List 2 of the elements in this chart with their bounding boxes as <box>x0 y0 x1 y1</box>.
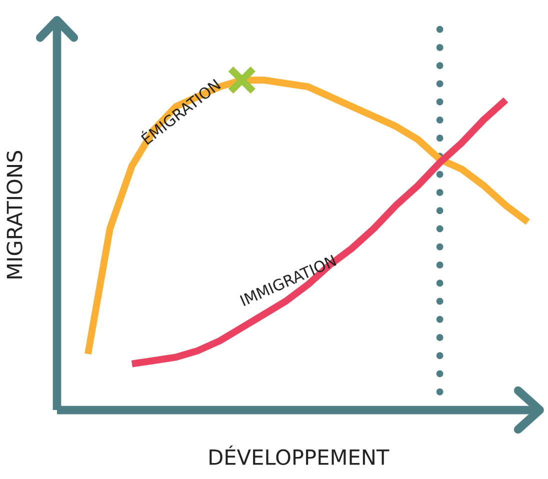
x-axis-title: DÉVELOPPEMENT <box>210 445 390 466</box>
y-axis-title: MIGRATIONS <box>6 150 22 278</box>
